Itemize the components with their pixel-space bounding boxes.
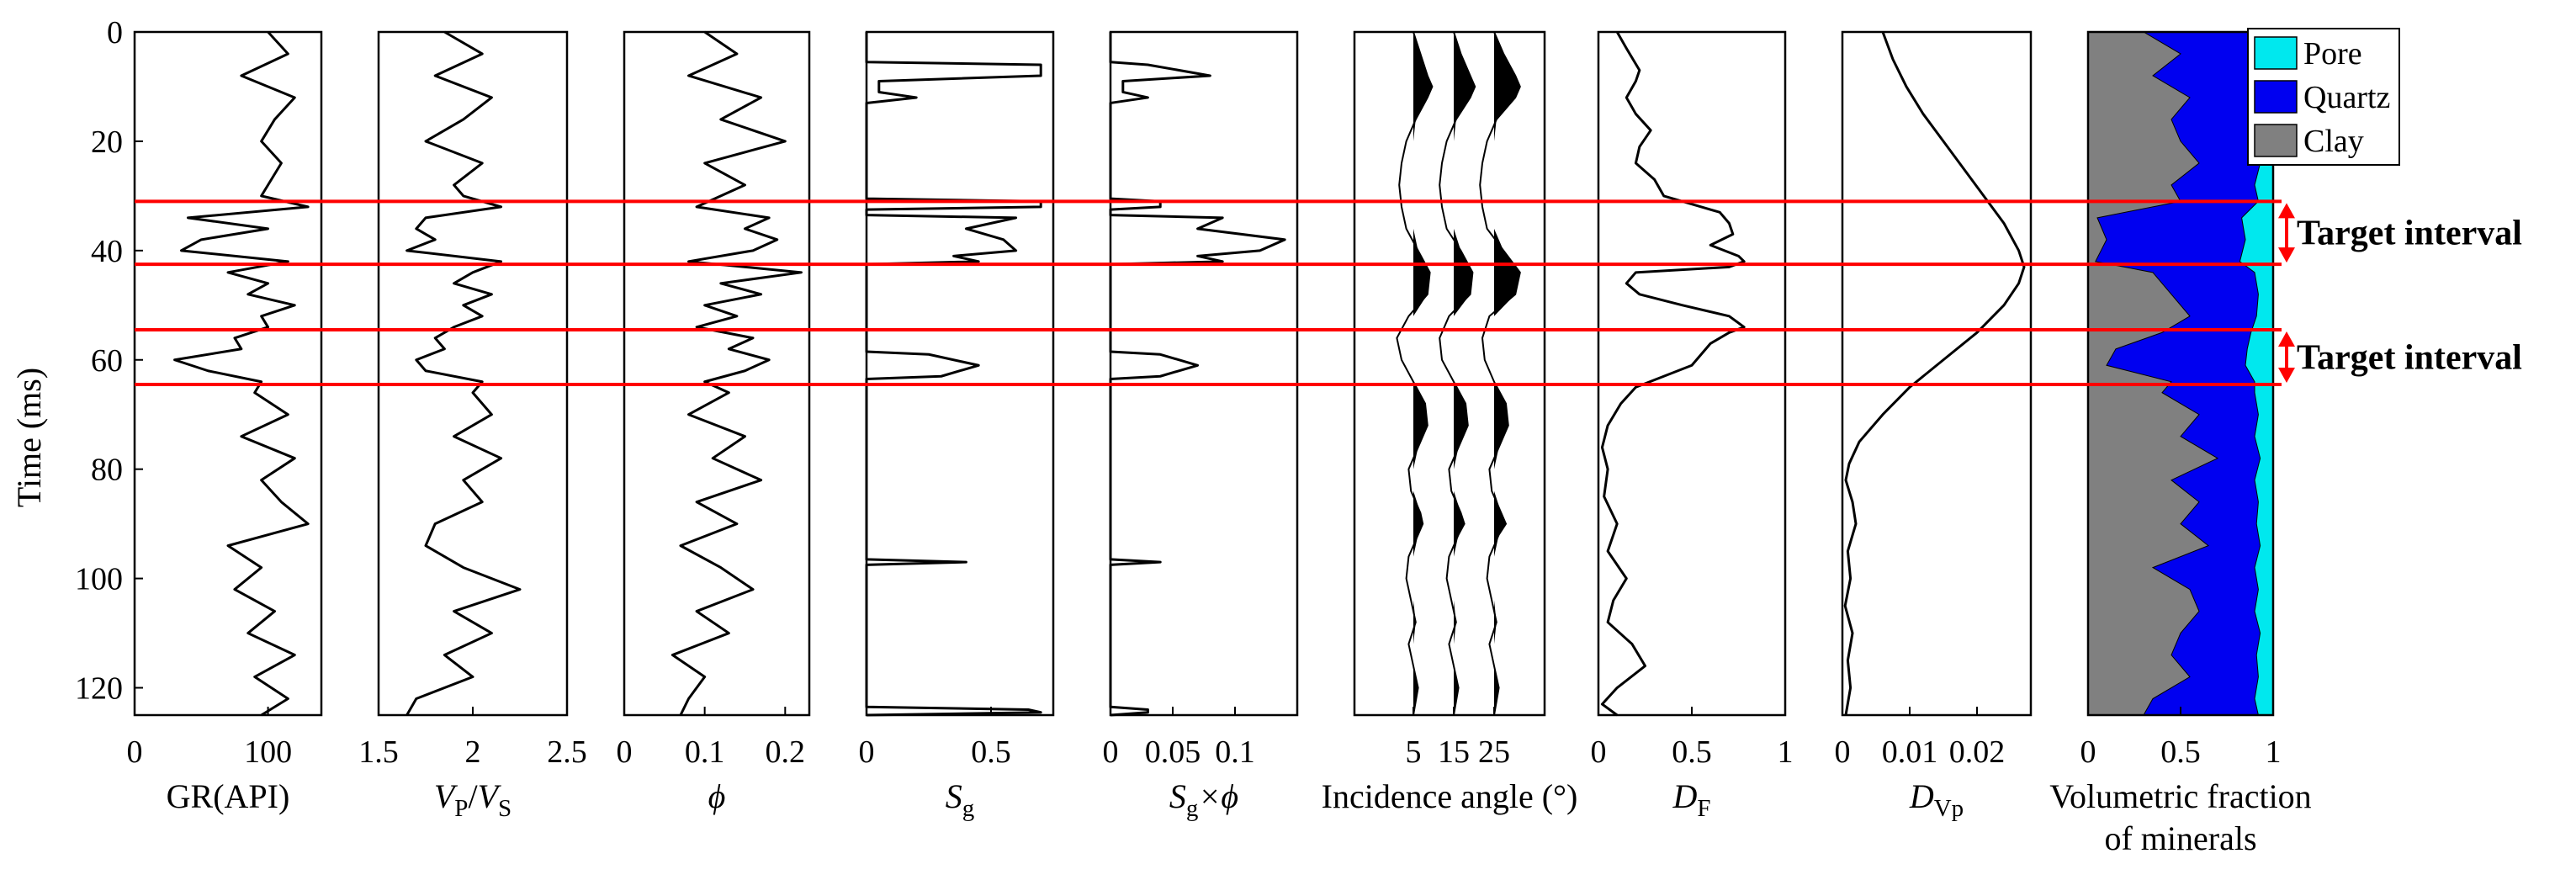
minerals-xtick-label-0: 0	[2080, 734, 2096, 770]
target-arrow-2-top-head	[2278, 331, 2295, 347]
seismic-fill-5	[1413, 32, 1433, 715]
y-tick-label-2: 40	[91, 234, 123, 269]
y-axis-label: Time (ms)	[10, 368, 48, 507]
seismic-frame	[1353, 30, 1546, 717]
minerals-xlabel: Volumetric fraction	[2049, 777, 2311, 815]
sg-xtick-label-1: 0.5	[971, 734, 1011, 770]
dvp-frame	[1841, 30, 2033, 717]
sgphi-xtick-label-1: 0.05	[1145, 734, 1201, 770]
sg-curve	[865, 32, 1042, 717]
legend-swatch-clay	[2254, 124, 2298, 157]
gr-xtick-label-0: 0	[127, 734, 143, 770]
legend-item-quartz: Quartz	[2254, 80, 2390, 115]
phi-curve	[671, 30, 803, 716]
track-df: 0 0.5 1 DF	[1591, 30, 1794, 822]
legend-swatch-quartz	[2254, 80, 2298, 114]
track-vpvs: 1.5 2 2.5 VP/VS	[358, 30, 587, 822]
seismic-fill-15	[1454, 32, 1476, 715]
track-seismic: 5 15 25 Incidence angle (°)	[1322, 30, 1578, 815]
dvp-xtick-label-2: 0.02	[1949, 734, 2006, 770]
sg-frame	[865, 30, 1055, 717]
vpvs-curve	[405, 30, 522, 716]
horizon-lines	[135, 199, 2282, 386]
phi-xlabel: ϕ	[708, 777, 726, 815]
minerals-xtick-label-1: 0.5	[2160, 734, 2201, 770]
y-tick-label-0: 0	[107, 15, 123, 50]
seismic-trace-5	[1396, 31, 1434, 716]
phi-xtick-label-0: 0	[617, 734, 633, 770]
seismic-xtick-label-0: 5	[1406, 734, 1422, 770]
gr-xlabel: GR(API)	[167, 777, 290, 815]
y-tick-label-5: 100	[75, 562, 123, 597]
vpvs-xlabel: VP/VS	[434, 777, 511, 822]
target-arrow-1-bottom-head	[2278, 247, 2295, 263]
legend: Pore Quartz Clay	[2247, 28, 2400, 166]
vpvs-xtick-label-0: 1.5	[358, 734, 399, 770]
sgphi-xlabel: Sg×ϕ	[1169, 777, 1238, 822]
vpvs-xtick-label-1: 2	[465, 734, 481, 770]
sg-xtick-label-0: 0	[859, 734, 875, 770]
dvp-xtick-label-1: 0.01	[1882, 734, 1938, 770]
phi-xtick-label-1: 0.1	[685, 734, 725, 770]
dvp-xlabel: DVp	[1909, 777, 1964, 822]
y-tick-label-4: 80	[91, 453, 123, 488]
df-xtick-label-1: 0.5	[1672, 734, 1712, 770]
target-arrow-2-bottom-head	[2278, 367, 2295, 383]
legend-swatch-pore	[2254, 36, 2298, 70]
seismic-xtick-label-1: 15	[1438, 734, 1470, 770]
minerals-xtick-label-2: 1	[2266, 734, 2282, 770]
gr-xtick-label-1: 100	[244, 734, 292, 770]
y-tick-label-6: 120	[75, 671, 123, 707]
target-interval-label-1: Target interval	[2297, 215, 2522, 253]
track-sgphi: 0 0.05 0.1 Sg×ϕ	[1103, 30, 1299, 822]
dvp-curve	[1843, 31, 2026, 716]
track-gr: 0 100 GR(API)	[127, 30, 323, 815]
seismic-fill-25	[1494, 32, 1520, 715]
df-xlabel: DF	[1672, 777, 1710, 822]
legend-label-pore: Pore	[2303, 36, 2362, 72]
seismic-trace-25	[1479, 31, 1521, 716]
sgphi-xtick-label-2: 0.1	[1215, 734, 1255, 770]
df-xtick-label-2: 1	[1778, 734, 1794, 770]
vpvs-frame	[377, 30, 569, 717]
seismic-trace-15	[1439, 31, 1476, 716]
phi-frame	[623, 30, 811, 717]
target-interval-markers: Target interval Target interval	[2278, 203, 2522, 383]
track-sg: 0 0.5 Sg	[859, 30, 1055, 822]
phi-xtick-label-2: 0.2	[766, 734, 806, 770]
y-tick-label-3: 60	[91, 343, 123, 379]
track-dvp: 0 0.01 0.02 DVp	[1835, 30, 2033, 822]
sgphi-curve	[1109, 32, 1286, 717]
target-arrow-1-top-head	[2278, 203, 2295, 219]
vpvs-xtick-label-2: 2.5	[547, 734, 587, 770]
y-axis: 0 20 40 60 80 100 120	[75, 15, 143, 707]
sgphi-frame	[1109, 30, 1299, 717]
y-tick-label-1: 20	[91, 125, 123, 160]
df-curve	[1600, 31, 1746, 717]
minerals-xlabel-2: of minerals	[2104, 819, 2256, 857]
seismic-xtick-label-2: 25	[1478, 734, 1510, 770]
target-interval-2: Target interval	[2278, 331, 2522, 383]
sg-xlabel: Sg	[946, 777, 975, 822]
legend-item-clay: Clay	[2254, 124, 2364, 159]
legend-label-clay: Clay	[2303, 124, 2364, 159]
gr-frame	[133, 30, 323, 717]
gr-curve	[173, 30, 310, 717]
seismic-xlabel: Incidence angle (°)	[1322, 777, 1578, 815]
legend-item-pore: Pore	[2254, 36, 2362, 72]
dvp-xtick-label-0: 0	[1835, 734, 1851, 770]
sgphi-xtick-label-0: 0	[1103, 734, 1119, 770]
df-frame	[1597, 30, 1787, 717]
track-phi: 0 0.1 0.2 ϕ	[617, 30, 811, 815]
target-interval-label-2: Target interval	[2297, 339, 2522, 378]
df-xtick-label-0: 0	[1591, 734, 1607, 770]
target-interval-1: Target interval	[2278, 203, 2522, 263]
legend-label-quartz: Quartz	[2303, 80, 2390, 115]
